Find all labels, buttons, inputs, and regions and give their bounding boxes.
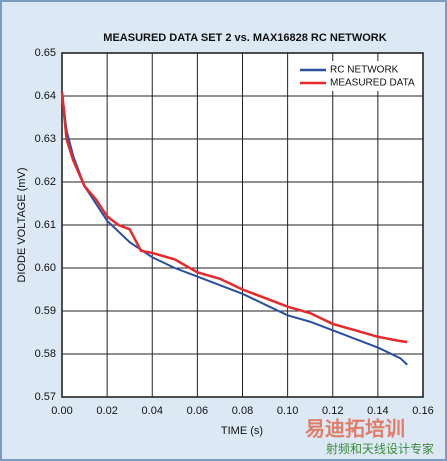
x-tick-label: 0.08 <box>232 405 253 417</box>
series-line <box>60 91 408 344</box>
y-tick-label: 0.59 <box>35 305 56 317</box>
y-tick-label: 0.61 <box>35 219 56 231</box>
x-tick-label: 0.00 <box>51 405 72 417</box>
y-tick-label: 0.63 <box>35 133 56 145</box>
x-tick-label: 0.16 <box>412 405 433 417</box>
y-tick-label: 0.60 <box>35 262 56 274</box>
y-tick-label: 0.58 <box>35 348 56 360</box>
x-tick-label: 0.12 <box>322 405 343 417</box>
x-tick-label: 0.10 <box>277 405 298 417</box>
x-tick-label: 0.14 <box>367 405 388 417</box>
y-tick-label: 0.62 <box>35 176 56 188</box>
y-tick-label: 0.65 <box>35 47 56 59</box>
y-axis-label: DIODE VOLTAGE (mV) <box>16 167 28 282</box>
y-tick-label: 0.64 <box>35 90 56 102</box>
legend-label: RC NETWORK <box>330 65 399 76</box>
x-tick-label: 0.06 <box>187 405 208 417</box>
chart-title: MEASURED DATA SET 2 vs. MAX16828 RC NETW… <box>103 32 386 44</box>
x-tick-label: 0.02 <box>96 405 117 417</box>
y-tick-label: 0.57 <box>35 391 56 403</box>
x-tick-label: 0.04 <box>142 405 163 417</box>
watermark-slogan: 射频和天线设计专家 <box>326 441 434 456</box>
x-axis-label: TIME (s) <box>221 425 263 437</box>
watermark-brand: 易迪拓培训 <box>305 416 405 440</box>
legend-label: MEASURED DATA <box>330 78 415 89</box>
legend-box <box>295 61 407 91</box>
